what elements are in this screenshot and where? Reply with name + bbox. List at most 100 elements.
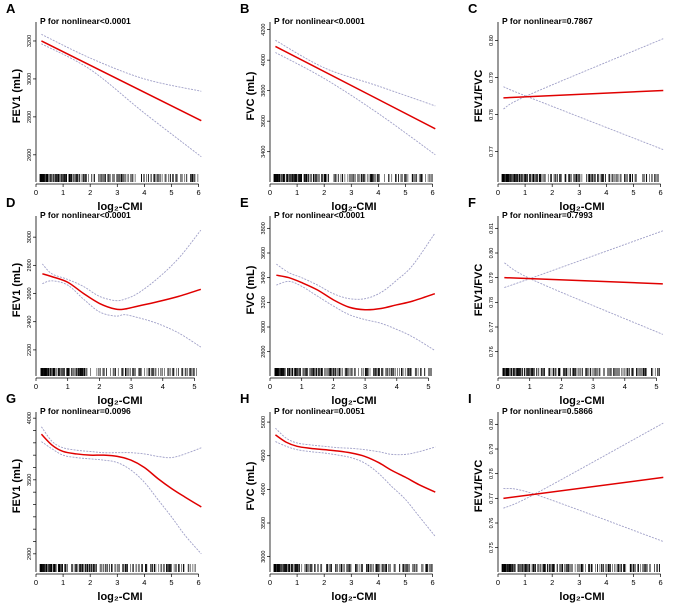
x-tick-label: 6: [658, 188, 662, 197]
y-tick-label: 4200: [261, 24, 267, 36]
x-tick-label: 0: [496, 382, 500, 391]
lower-ci-line: [41, 43, 202, 158]
y-tick-label: 0.75: [489, 542, 495, 553]
x-tick-label: 6: [430, 188, 434, 197]
x-tick-label: 5: [426, 382, 430, 391]
x-tick-label: 5: [654, 382, 658, 391]
y-tick-label: 0.81: [489, 223, 495, 234]
panel-letter: G: [6, 391, 16, 406]
upper-ci-line: [41, 426, 202, 459]
x-tick-label: 4: [142, 578, 146, 587]
x-tick-label: 4: [623, 382, 627, 391]
x-tick-label: 5: [403, 578, 407, 587]
y-tick-label: 3600: [261, 115, 267, 127]
x-tick-label: 1: [61, 578, 65, 587]
estimate-line: [503, 476, 664, 500]
y-tick-label: 4000: [261, 54, 267, 66]
y-tick-label: 0.77: [489, 322, 495, 333]
y-tick-label: 3400: [261, 272, 267, 284]
y-tick-label: 2600: [27, 287, 33, 299]
x-tick-label: 2: [331, 382, 335, 391]
x-tick-label: 0: [496, 188, 500, 197]
x-tick-label: 4: [142, 188, 146, 197]
panel-g: G P for nonlinear=0.0096 2900 3500 4000 0 1 2 3 4…: [6, 391, 202, 603]
panel-letter: A: [6, 1, 16, 16]
x-tick-label: 2: [88, 188, 92, 197]
x-tick-label: 4: [604, 188, 608, 197]
y-tick-label: 3200: [27, 35, 33, 47]
y-axis-label: FVC (mL): [245, 71, 257, 120]
lower-ci-line: [503, 488, 664, 542]
nonlinear-p-annotation: P for nonlinear<0.0001: [274, 16, 365, 26]
x-tick-label: 1: [523, 188, 527, 197]
panel-d: D P for nonlinear<0.0001 2200 2400 2600 2800 3…: [6, 195, 202, 407]
y-tick-label: 0.80: [489, 419, 495, 430]
y-tick-label: 3000: [261, 551, 267, 563]
upper-ci-line: [42, 229, 202, 302]
y-tick-label: 0.76: [489, 518, 495, 529]
estimate-line: [504, 276, 663, 285]
y-tick-label: 2800: [27, 259, 33, 271]
y-tick-label: 0.80: [489, 248, 495, 259]
x-tick-label: 3: [363, 382, 367, 391]
x-tick-label: 1: [295, 578, 299, 587]
upper-ci-line: [275, 427, 436, 456]
x-tick-label: 0: [496, 578, 500, 587]
y-tick-label: 0.77: [489, 493, 495, 504]
y-tick-label: 3000: [27, 231, 33, 243]
x-tick-label: 1: [295, 188, 299, 197]
y-tick-label: 4000: [27, 412, 33, 424]
lower-ci-line: [503, 86, 664, 151]
upper-ci-line: [276, 233, 436, 300]
y-axis-label: FEV1/FVC: [473, 460, 485, 513]
x-axis-label: log₂-CMI: [559, 591, 604, 603]
x-tick-label: 6: [196, 188, 200, 197]
estimate-line: [40, 433, 202, 508]
x-tick-label: 3: [591, 382, 595, 391]
x-tick-label: 6: [196, 578, 200, 587]
y-axis-label: FEV1/FVC: [473, 70, 485, 123]
estimate-line: [42, 273, 202, 311]
x-tick-label: 0: [34, 382, 38, 391]
x-tick-label: 4: [376, 578, 380, 587]
y-tick-label: 2400: [27, 316, 33, 328]
x-tick-label: 1: [300, 382, 304, 391]
y-tick-label: 5000: [261, 416, 267, 428]
lower-ci-line: [41, 441, 202, 555]
estimate-line: [41, 40, 202, 122]
x-tick-label: 6: [658, 578, 662, 587]
x-tick-label: 2: [322, 188, 326, 197]
panel-letter: H: [240, 391, 249, 406]
y-tick-label: 0.79: [489, 444, 495, 455]
y-tick-label: 3000: [27, 73, 33, 85]
rug-marks: [501, 174, 659, 182]
x-tick-label: 0: [268, 578, 272, 587]
x-axis-label: log₂-CMI: [97, 201, 142, 213]
x-tick-label: 3: [115, 578, 119, 587]
nonlinear-p-annotation: P for nonlinear=0.0051: [274, 406, 365, 416]
y-tick-label: 3400: [261, 146, 267, 158]
x-axis-label: log₂-CMI: [97, 591, 142, 603]
x-tick-label: 2: [559, 382, 563, 391]
y-tick-label: 2800: [261, 346, 267, 358]
x-tick-label: 0: [268, 382, 272, 391]
y-axis-label: FEV1 (mL): [11, 68, 23, 123]
lower-ci-line: [504, 262, 664, 335]
panel-letter: F: [468, 195, 476, 210]
y-tick-label: 0.79: [489, 272, 495, 283]
upper-ci-line: [503, 38, 664, 110]
x-tick-label: 2: [88, 578, 92, 587]
x-tick-label: 5: [169, 578, 173, 587]
x-tick-label: 3: [577, 578, 581, 587]
y-axis-label: FEV1 (mL): [11, 262, 23, 317]
nonlinear-p-annotation: P for nonlinear<0.0001: [274, 210, 365, 220]
x-tick-label: 0: [268, 188, 272, 197]
y-tick-label: 2200: [27, 344, 33, 356]
lower-ci-line: [275, 52, 436, 156]
x-tick-label: 6: [430, 578, 434, 587]
y-tick-label: 2900: [27, 548, 33, 560]
panel-letter: D: [6, 195, 15, 210]
x-axis-label: log₂-CMI: [559, 201, 604, 213]
upper-ci-line: [503, 422, 664, 509]
x-axis-label: log₂-CMI: [331, 395, 376, 407]
